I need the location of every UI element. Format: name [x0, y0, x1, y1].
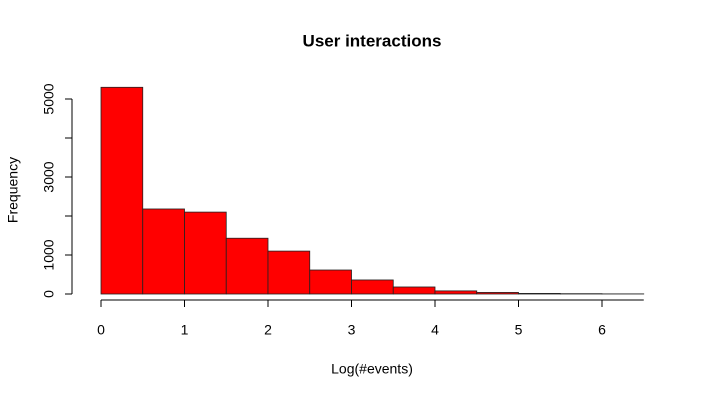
x-tick-label: 5 [515, 322, 523, 338]
bar [225, 237, 269, 295]
bar [142, 208, 185, 295]
chart-title: User interactions [303, 31, 442, 50]
x-tick-label: 4 [431, 322, 439, 338]
x-axis-label: Log(#events) [331, 361, 413, 377]
x-tick-label: 3 [348, 322, 356, 338]
y-tick-label: 3000 [41, 161, 57, 192]
y-tick-label: 1000 [41, 239, 57, 270]
bar [434, 290, 478, 295]
x-tick-label: 0 [97, 322, 105, 338]
bar [100, 86, 144, 295]
y-tick-label: 5000 [41, 83, 57, 114]
x-tick-label: 2 [264, 322, 272, 338]
y-axis-label: Frequency [5, 157, 21, 223]
bar [184, 211, 227, 295]
bar [309, 269, 352, 295]
bar [351, 279, 394, 295]
bar [267, 250, 311, 295]
x-tick-label: 6 [598, 322, 606, 338]
bar [476, 292, 519, 295]
y-tick-label: 0 [41, 290, 57, 298]
bar [392, 286, 436, 295]
bar [518, 293, 561, 295]
x-tick-label: 1 [181, 322, 189, 338]
